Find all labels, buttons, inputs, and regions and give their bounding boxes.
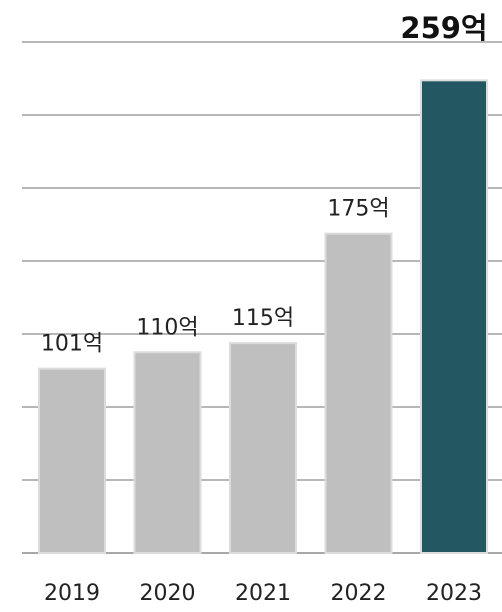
bar-2023 [420,79,488,554]
x-tick-labels: 2019 2020 2021 2022 2023 [44,581,482,606]
x-tick-label-2022: 2022 [331,581,387,606]
x-tick-label-2019: 2019 [44,581,100,606]
value-labels: 101억 110억 115억 175억 259억 [41,11,488,357]
bar-2021 [229,342,297,554]
x-tick-label-2021: 2021 [235,581,291,606]
value-label-2021: 115억 [232,306,294,331]
value-label-2022: 175억 [327,197,389,222]
value-label-2020: 110억 [136,315,198,340]
x-tick-label-2023: 2023 [426,581,482,606]
value-label-2019: 101억 [41,332,103,357]
x-tick-label-2020: 2020 [140,581,196,606]
bar-2022 [324,232,393,554]
value-label-2023: 259억 [400,11,487,45]
bars [38,79,488,554]
bar-2019 [38,367,106,554]
bar-2020 [133,351,202,554]
